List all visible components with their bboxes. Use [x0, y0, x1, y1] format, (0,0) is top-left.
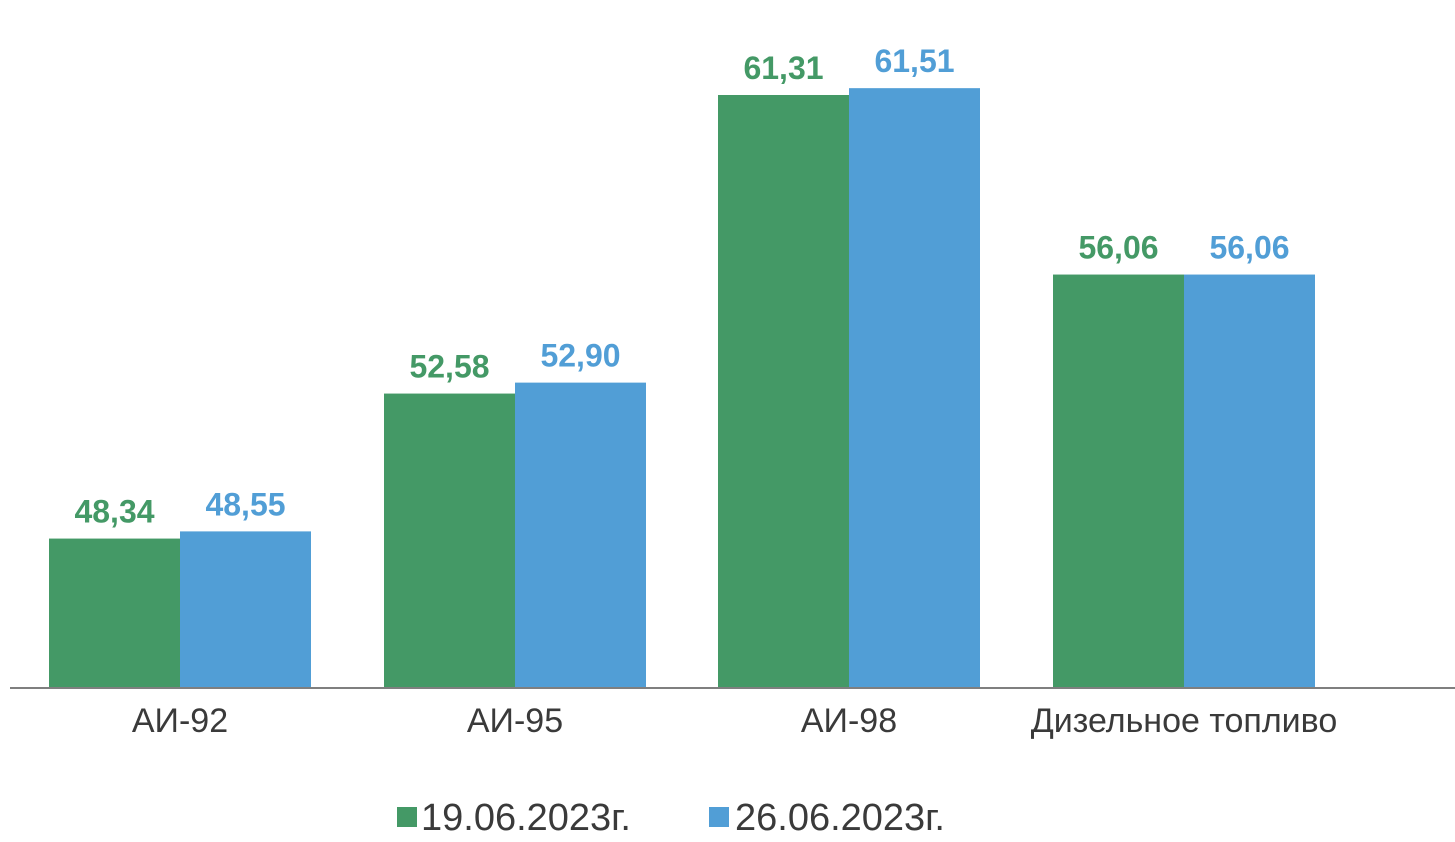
data-label-2-3: 61,51 — [874, 43, 954, 79]
category-label-1: АИ-92 — [132, 702, 228, 740]
legend-label-2: 26.06.2023г. — [735, 797, 945, 837]
category-label-4: Дизельное топливо — [1031, 702, 1338, 740]
bar-2-3 — [849, 88, 980, 687]
bars-layer — [49, 88, 1315, 688]
category-label-2: АИ-95 — [467, 702, 563, 740]
legend-swatch-1 — [397, 807, 417, 827]
data-label-1-1: 48,34 — [74, 494, 154, 530]
legend-label-1: 19.06.2023г. — [421, 797, 631, 837]
category-label-3: АИ-98 — [801, 702, 897, 740]
data-label-1-2: 52,58 — [409, 349, 489, 385]
data-label-1-3: 61,31 — [743, 50, 823, 86]
bar-1-1 — [49, 538, 180, 687]
data-label-2-2: 52,90 — [540, 338, 620, 374]
category-labels-layer: АИ-92 АИ-95 АИ-98 Дизельное топливо — [132, 702, 1337, 740]
data-label-2-1: 48,55 — [205, 486, 285, 522]
data-label-1-4: 56,06 — [1078, 230, 1158, 266]
bar-2-4 — [1184, 274, 1315, 687]
bar-2-2 — [515, 382, 646, 687]
legend: 19.06.2023г. 26.06.2023г. — [397, 797, 945, 839]
data-labels-layer: 48,34 48,55 52,58 52,90 61,31 61,51 56,06 56,06 — [74, 43, 1289, 529]
bar-1-4 — [1053, 274, 1184, 687]
bar-2-1 — [180, 531, 311, 687]
bar-1-2 — [384, 393, 515, 687]
bar-1-3 — [718, 94, 849, 688]
legend-swatch-2 — [709, 807, 729, 827]
data-label-2-4: 56,06 — [1209, 230, 1289, 266]
